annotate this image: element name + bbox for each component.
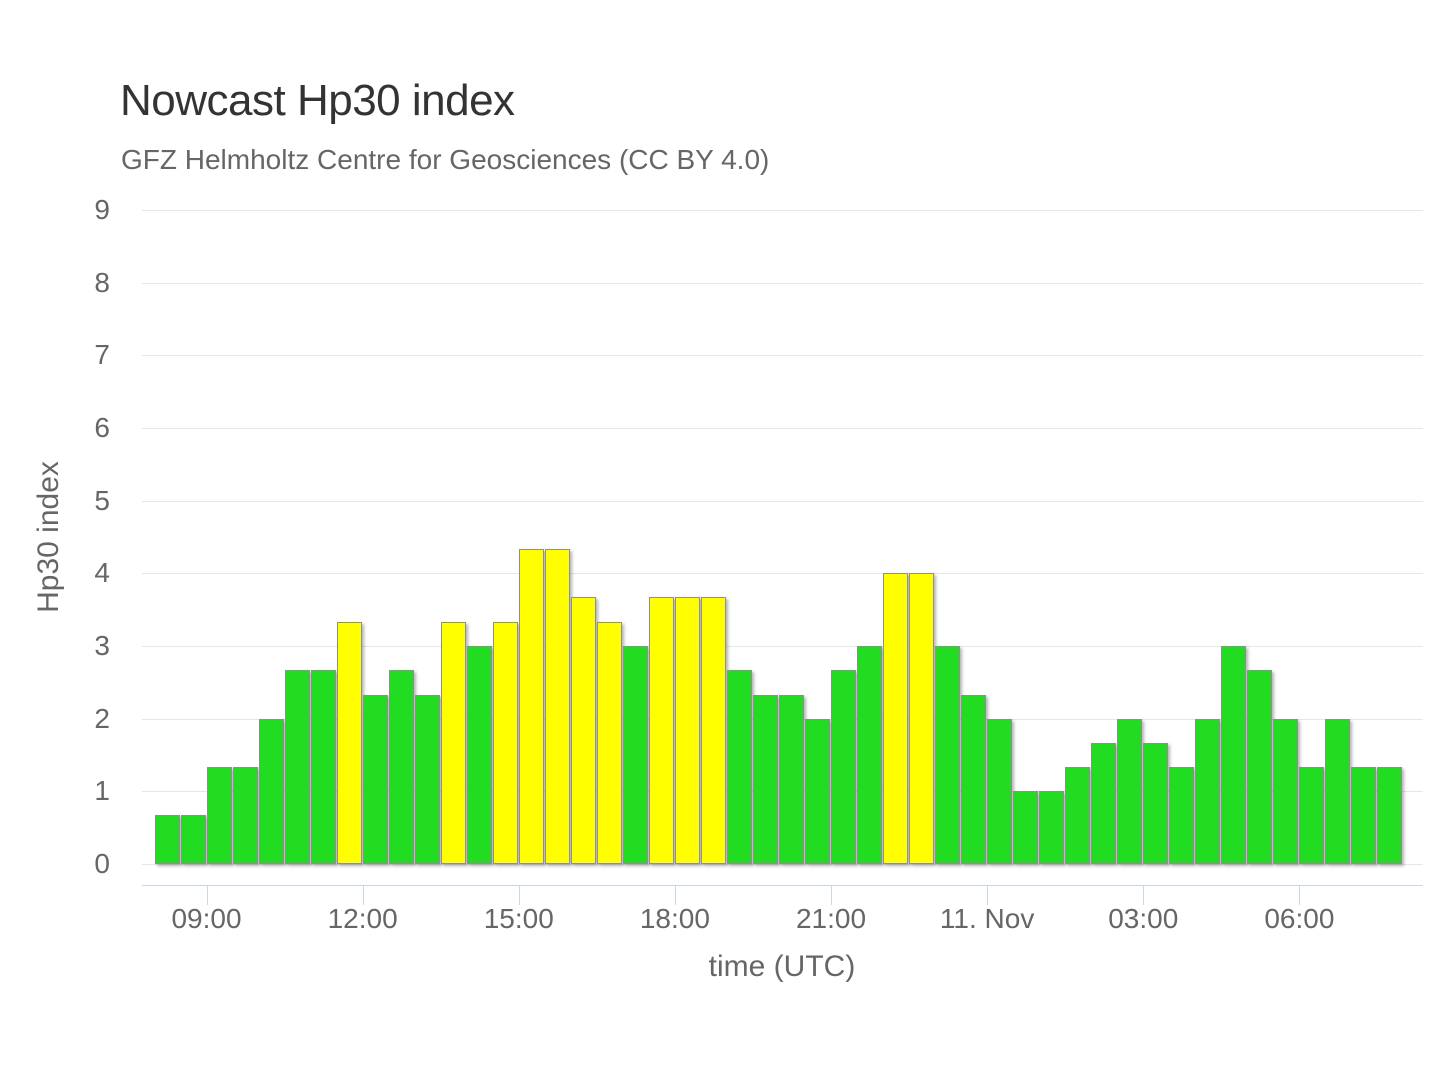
bar-20:30[interactable] xyxy=(805,719,830,864)
bar-15:30[interactable] xyxy=(544,549,570,864)
x-tick-06:00 xyxy=(1299,885,1301,905)
x-tick-11. Nov xyxy=(987,885,989,905)
x-axis-title: time (UTC) xyxy=(708,950,856,983)
bar-21:00[interactable] xyxy=(831,670,857,864)
bar-07:00[interactable] xyxy=(1351,767,1377,864)
x-tick-18:00 xyxy=(674,885,676,905)
bar-17:30[interactable] xyxy=(648,597,674,864)
bar-00:00[interactable] xyxy=(987,719,1013,864)
chart-title: Nowcast Hp30 index xyxy=(120,76,515,125)
bar-13:00[interactable] xyxy=(414,695,440,864)
bar-20:00[interactable] xyxy=(778,695,804,864)
bar-11:30[interactable] xyxy=(336,622,362,864)
bar-02:30[interactable] xyxy=(1117,719,1143,864)
x-label-18:00: 18:00 xyxy=(639,903,710,934)
bar-05:30[interactable] xyxy=(1273,719,1299,864)
x-label-21:00: 21:00 xyxy=(795,903,867,934)
bar-18:30[interactable] xyxy=(700,597,726,864)
bar-03:30[interactable] xyxy=(1169,767,1195,864)
y-label-4: 4 xyxy=(94,557,110,589)
bar-08:00[interactable] xyxy=(154,815,180,864)
y-label-1: 1 xyxy=(94,775,110,807)
bar-06:30[interactable] xyxy=(1325,719,1351,864)
gridline-y-9 xyxy=(142,210,1423,211)
y-label-6: 6 xyxy=(94,412,110,443)
y-label-2: 2 xyxy=(94,702,110,734)
bar-14:00[interactable] xyxy=(466,646,492,864)
x-tick-03:00 xyxy=(1143,885,1145,905)
bar-17:00[interactable] xyxy=(622,646,648,864)
bar-15:00[interactable] xyxy=(518,549,544,864)
bar-04:00[interactable] xyxy=(1195,719,1221,864)
bar-11:00[interactable] xyxy=(310,670,336,864)
bar-16:00[interactable] xyxy=(570,597,596,864)
bar-00:30[interactable] xyxy=(1013,791,1039,864)
bar-19:30[interactable] xyxy=(752,695,778,864)
bar-06:00[interactable] xyxy=(1299,767,1325,864)
gridline-y-8 xyxy=(142,282,1423,284)
bar-13:30[interactable] xyxy=(440,622,466,864)
x-tick-15:00 xyxy=(518,885,520,905)
bar-12:30[interactable] xyxy=(388,670,414,864)
bar-04:30[interactable] xyxy=(1221,646,1247,864)
bar-01:30[interactable] xyxy=(1065,767,1091,864)
x-tick-12:00 xyxy=(362,885,364,905)
y-label-8: 8 xyxy=(94,266,110,298)
gridline-y-7 xyxy=(142,355,1423,357)
bar-19:00[interactable] xyxy=(726,670,752,864)
bar-09:00[interactable] xyxy=(206,767,232,864)
bar-03:00[interactable] xyxy=(1143,743,1169,864)
y-label-5: 5 xyxy=(94,484,110,516)
gridline-y-4 xyxy=(142,573,1423,575)
bar-22:00[interactable] xyxy=(883,573,909,864)
bar-07:30[interactable] xyxy=(1377,767,1403,864)
bar-12:00[interactable] xyxy=(362,695,388,864)
x-label-03:00: 03:00 xyxy=(1108,903,1179,934)
y-label-9: 9 xyxy=(94,194,110,225)
bar-23:00[interactable] xyxy=(935,646,961,864)
bar-02:00[interactable] xyxy=(1091,743,1117,864)
bar-21:30[interactable] xyxy=(857,646,883,864)
gridline-y-6 xyxy=(142,428,1423,429)
y-axis-title: Hp30 index xyxy=(32,461,65,613)
bar-18:00[interactable] xyxy=(674,597,700,864)
x-label-15:00: 15:00 xyxy=(483,903,554,934)
bar-10:00[interactable] xyxy=(258,719,284,864)
chart-subtitle: GFZ Helmholtz Centre for Geosciences (CC… xyxy=(121,144,770,175)
x-label-11. Nov: 11. Nov xyxy=(939,903,1035,934)
x-tick-21:00 xyxy=(831,885,833,905)
gridline-y-5 xyxy=(142,500,1423,502)
bar-10:30[interactable] xyxy=(284,670,310,864)
bar-14:30[interactable] xyxy=(492,622,518,864)
x-label-09:00: 09:00 xyxy=(171,903,242,934)
bar-05:00[interactable] xyxy=(1247,670,1273,864)
x-label-12:00: 12:00 xyxy=(327,903,398,934)
x-tick-09:00 xyxy=(206,885,208,905)
bar-09:30[interactable] xyxy=(232,767,258,864)
bar-23:30[interactable] xyxy=(961,695,987,864)
bar-22:30[interactable] xyxy=(909,573,935,864)
bar-16:30[interactable] xyxy=(596,622,622,864)
gridline-y-3 xyxy=(142,646,1423,647)
x-axis-line xyxy=(142,885,1423,886)
bar-08:30[interactable] xyxy=(180,815,206,864)
x-label-06:00: 06:00 xyxy=(1264,903,1335,934)
gridline-y-0 xyxy=(142,864,1423,865)
plot-area xyxy=(142,210,1423,865)
y-label-0: 0 xyxy=(94,848,110,879)
y-label-3: 3 xyxy=(94,630,110,661)
bar-01:00[interactable] xyxy=(1039,791,1065,864)
y-label-7: 7 xyxy=(94,339,110,371)
